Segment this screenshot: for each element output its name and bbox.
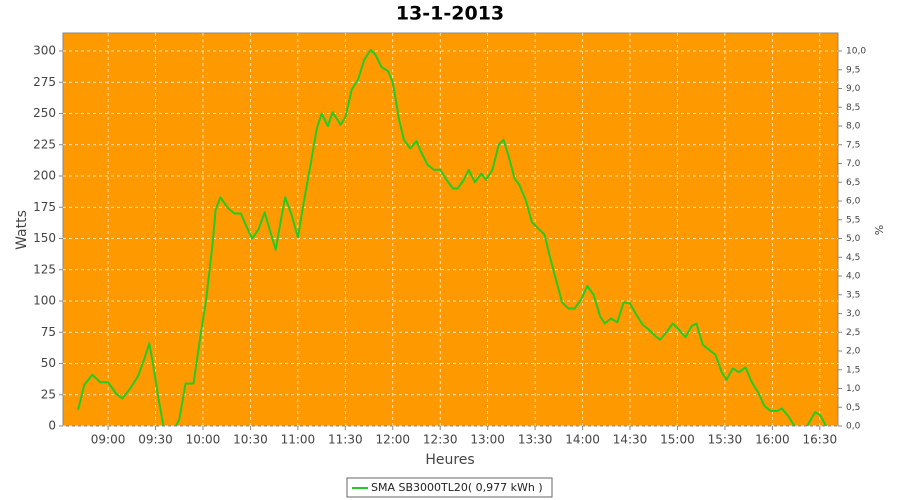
x-tick-label: 11:30	[328, 433, 363, 447]
y2-tick-label: 0,5	[846, 403, 860, 413]
x-tick-label: 11:00	[281, 433, 316, 447]
legend-label: SMA SB3000TL20( 0,977 kWh )	[371, 481, 543, 494]
x-tick-label: 09:00	[91, 433, 126, 447]
y-tick-label: 25	[41, 387, 56, 401]
x-tick-label: 15:30	[708, 433, 743, 447]
y2-tick-label: 9,5	[846, 65, 860, 75]
x-tick-label: 13:30	[518, 433, 553, 447]
y2-axis-label: %	[873, 225, 886, 235]
y2-tick-label: 5,5	[846, 215, 860, 225]
x-tick-label: 12:00	[375, 433, 410, 447]
y-tick-label: 50	[41, 356, 56, 370]
y2-tick-label: 10,0	[846, 47, 866, 57]
y2-tick-label: 1,0	[846, 384, 861, 394]
x-tick-label: 10:30	[233, 433, 268, 447]
y2-tick-label: 4,0	[846, 272, 861, 282]
y2-tick-label: 1,5	[846, 365, 860, 375]
x-tick-label: 16:30	[803, 433, 838, 447]
y2-tick-label: 4,5	[846, 253, 860, 263]
y2-tick-label: 0,0	[846, 422, 861, 432]
y2-tick-label: 8,5	[846, 103, 860, 113]
y-tick-label: 300	[33, 44, 56, 58]
y2-tick-label: 3,0	[846, 309, 861, 319]
line	[77, 48, 828, 426]
y2-tick-label: 6,0	[846, 197, 861, 207]
plot-area	[62, 32, 839, 427]
x-tick-label: 16:00	[755, 433, 790, 447]
y-tick-label: 75	[41, 325, 56, 339]
y2-tick-label: 6,5	[846, 178, 860, 188]
y-tick-label: 175	[33, 200, 56, 214]
y-tick-label: 225	[33, 137, 56, 151]
y-tick-label: 200	[33, 169, 56, 183]
x-tick-label: 10:00	[186, 433, 221, 447]
y2-tick-label: 2,0	[846, 347, 861, 357]
y2-tick-label: 7,5	[846, 140, 860, 150]
x-tick-label: 13:00	[470, 433, 505, 447]
y2-tick-label: 7,0	[846, 159, 861, 169]
y2-tick-label: 3,5	[846, 290, 860, 300]
x-tick-label: 09:30	[138, 433, 173, 447]
y-tick-label: 0	[48, 419, 56, 433]
y2-tick-label: 2,5	[846, 328, 860, 338]
chart-title: 13-1-2013	[396, 3, 504, 25]
x-tick-label: 14:30	[613, 433, 648, 447]
y-axis-label: Watts	[14, 210, 30, 250]
series	[77, 48, 828, 426]
y-tick-label: 250	[33, 106, 56, 120]
y-tick-label: 150	[33, 231, 56, 245]
legend	[346, 477, 553, 498]
y-tick-label: 275	[33, 75, 56, 89]
y2-tick-label: 9,0	[846, 84, 861, 94]
x-tick-label: 15:00	[660, 433, 695, 447]
x-axis-label: Heures	[425, 452, 474, 468]
y-tick-label: 100	[33, 294, 56, 308]
y2-tick-label: 5,0	[846, 234, 861, 244]
x-tick-label: 12:30	[423, 433, 458, 447]
y2-tick-label: 8,0	[846, 122, 861, 132]
x-tick-label: 14:00	[565, 433, 600, 447]
y-tick-label: 125	[33, 262, 56, 276]
